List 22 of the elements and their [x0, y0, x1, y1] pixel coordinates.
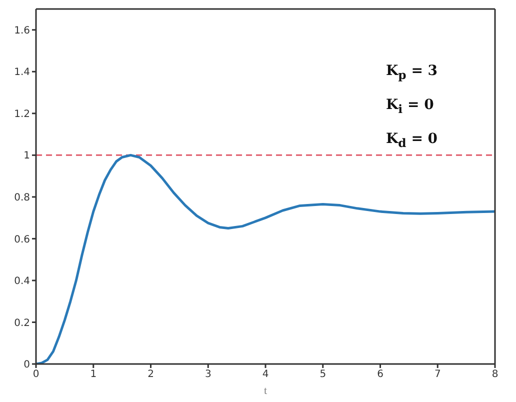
annotation: K$_{i}$ = 0 — [386, 96, 435, 118]
annotation: K$_{d}$ = 0 — [386, 130, 438, 152]
y-tick-label: 0.6 — [14, 234, 30, 246]
y-tick-label: 0 — [24, 360, 30, 371]
y-tick-label: 0.8 — [14, 192, 30, 204]
y-tick-label: 1 — [24, 150, 30, 162]
y-tick-label: 0.2 — [14, 318, 30, 329]
y-tick-label: 0.4 — [14, 276, 30, 288]
x-tick-label: 5 — [320, 369, 326, 380]
x-tick-label: 4 — [262, 369, 269, 380]
x-tick-label: 0 — [32, 369, 40, 380]
y-tick-label: 1.6 — [14, 25, 30, 36]
y-tick-label: 1.4 — [14, 67, 30, 78]
x-tick-label: 2 — [148, 369, 154, 380]
x-tick-label: 8 — [492, 369, 498, 380]
annotation: K$_{p}$ = 3 — [386, 62, 438, 84]
x-tick-label: 3 — [204, 369, 212, 380]
x-tick-label: 6 — [377, 369, 384, 380]
x-tick-label: 7 — [434, 369, 441, 380]
x-axis-title: t — [264, 385, 268, 397]
x-tick-label: 1 — [90, 369, 97, 380]
y-tick-label: 1.2 — [14, 108, 30, 120]
